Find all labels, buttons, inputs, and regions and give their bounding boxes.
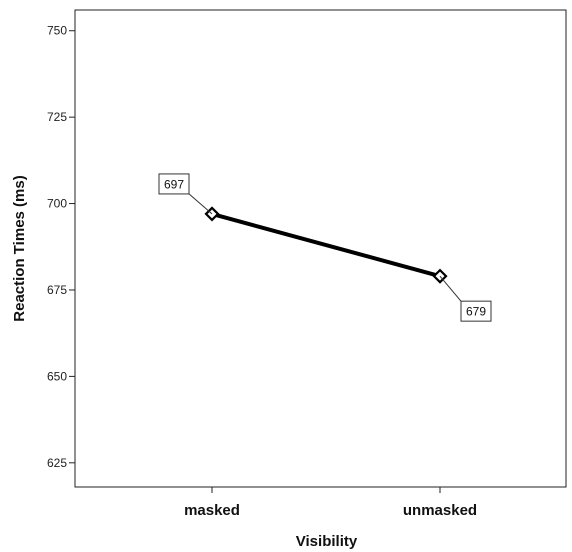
y-tick-label: 625 [47, 456, 67, 470]
series [204, 206, 448, 284]
data-label-leader [188, 193, 213, 215]
y-axis: 625 650 675 700 725 750 [47, 24, 75, 470]
data-label-leader [439, 275, 462, 302]
plot-area [74, 9, 567, 488]
y-axis-title: Reaction Times (ms) [11, 175, 28, 321]
y-tick-label: 700 [47, 197, 67, 211]
y-tick-label: 725 [47, 110, 67, 124]
data-label: 679 [466, 305, 486, 319]
y-tick-label: 750 [47, 24, 67, 38]
data-label-box [158, 173, 190, 195]
x-axis: masked unmasked [184, 487, 477, 519]
y-tick-label: 650 [47, 369, 67, 383]
x-tick-label: masked [184, 502, 240, 519]
series-line [211, 212, 441, 279]
plot-border [74, 9, 567, 488]
x-axis-title: Visibility [296, 533, 358, 550]
y-tick-label: 675 [47, 283, 67, 297]
data-labels: 697 679 [158, 173, 492, 322]
x-tick-label: unmasked [403, 502, 477, 519]
data-label: 697 [164, 177, 184, 191]
data-label-box [460, 300, 492, 322]
